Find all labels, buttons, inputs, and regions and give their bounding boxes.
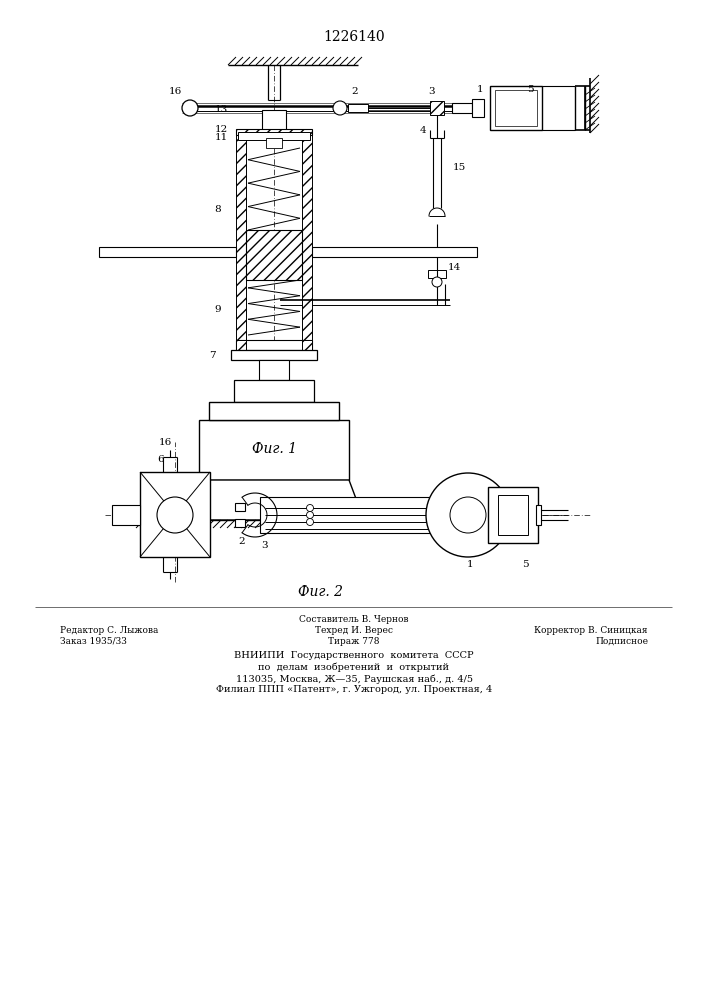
Text: Редактор С. Лыжова: Редактор С. Лыжова	[60, 626, 158, 635]
Bar	[199, 420, 349, 480]
Circle shape	[426, 473, 510, 557]
Bar	[99, 247, 236, 257]
Circle shape	[333, 101, 347, 115]
Text: 13: 13	[215, 105, 228, 114]
Bar	[209, 402, 339, 420]
Polygon shape	[184, 480, 364, 520]
Text: по  делам  изобретений  и  открытий: по делам изобретений и открытий	[259, 663, 450, 672]
Bar	[235, 519, 245, 527]
Text: Заказ 1935/33: Заказ 1935/33	[60, 637, 127, 646]
Text: 8: 8	[214, 206, 221, 215]
Text: 16: 16	[168, 87, 182, 96]
Bar	[312, 247, 477, 257]
Text: Фиг. 1: Фиг. 1	[252, 442, 296, 456]
Bar	[488, 487, 538, 543]
Bar	[236, 340, 312, 350]
Text: Тираж 778: Тираж 778	[328, 637, 380, 646]
Text: 6: 6	[158, 456, 164, 464]
Text: 4: 4	[420, 126, 426, 135]
Circle shape	[307, 518, 313, 526]
Bar	[536, 505, 541, 525]
Bar	[140, 472, 210, 557]
Text: 9: 9	[214, 306, 221, 314]
Bar	[235, 503, 245, 511]
Text: 2: 2	[351, 87, 358, 96]
Text: 14: 14	[448, 263, 461, 272]
Bar	[266, 138, 282, 148]
Bar	[348, 104, 368, 112]
Text: Составитель В. Чернов: Составитель В. Чернов	[299, 615, 409, 624]
Bar	[490, 86, 542, 130]
Circle shape	[432, 277, 442, 287]
Bar	[236, 129, 312, 135]
Text: Подписное: Подписное	[595, 637, 648, 646]
Circle shape	[307, 504, 313, 512]
Bar	[236, 132, 246, 340]
Bar	[259, 360, 289, 380]
Text: 1: 1	[467, 560, 473, 569]
Text: 3: 3	[262, 541, 269, 550]
Bar	[452, 103, 472, 113]
Text: 5: 5	[522, 560, 528, 569]
Circle shape	[182, 100, 198, 116]
Bar	[428, 270, 446, 278]
Text: 3: 3	[428, 87, 436, 96]
Text: 1226140: 1226140	[323, 30, 385, 44]
Bar	[302, 340, 312, 350]
Bar	[238, 132, 310, 140]
Bar	[246, 230, 302, 280]
Text: 1: 1	[477, 85, 484, 94]
Bar	[472, 99, 484, 117]
Text: 15: 15	[453, 163, 466, 172]
Text: ВНИИПИ  Государственного  комитета  СССР: ВНИИПИ Государственного комитета СССР	[234, 651, 474, 660]
Bar	[262, 110, 286, 132]
Bar	[302, 132, 312, 340]
Bar	[498, 495, 528, 535]
Text: 5: 5	[527, 85, 533, 94]
Text: 16: 16	[158, 438, 172, 447]
Text: Фиг. 2: Фиг. 2	[298, 585, 342, 599]
Bar	[112, 505, 140, 525]
Bar	[260, 497, 440, 533]
Bar	[430, 101, 444, 115]
Bar	[495, 90, 537, 126]
Text: 11: 11	[215, 132, 228, 141]
Circle shape	[157, 497, 193, 533]
Text: Филиал ППП «Патент», г. Ужгород, ул. Проектная, 4: Филиал ППП «Патент», г. Ужгород, ул. Про…	[216, 685, 492, 694]
Text: 12: 12	[215, 124, 228, 133]
Text: Техред И. Верес: Техред И. Верес	[315, 626, 393, 635]
Text: 113035, Москва, Ж—35, Раушская наб., д. 4/5: 113035, Москва, Ж—35, Раушская наб., д. …	[235, 674, 472, 684]
Bar	[231, 350, 317, 360]
Text: 2: 2	[239, 537, 245, 546]
Circle shape	[307, 512, 313, 518]
Circle shape	[450, 497, 486, 533]
Text: Корректор В. Синицкая: Корректор В. Синицкая	[534, 626, 648, 635]
Text: 10: 10	[208, 250, 221, 259]
Bar	[236, 340, 246, 350]
Bar	[234, 380, 314, 402]
Text: 7: 7	[209, 351, 216, 360]
